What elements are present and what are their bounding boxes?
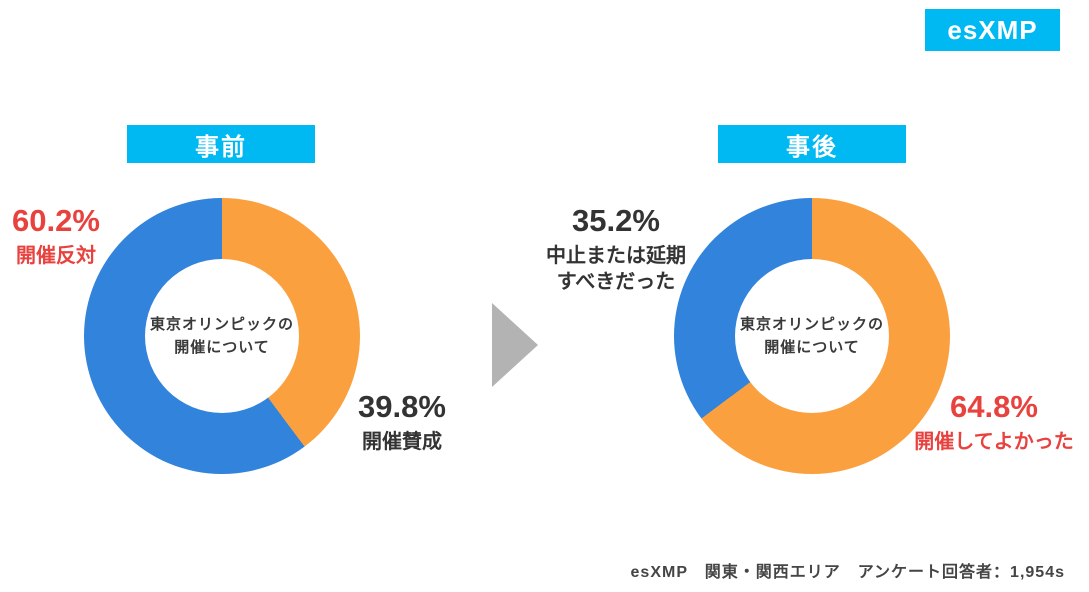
before-support-category: 開催賛成 [362, 431, 442, 454]
donut-before-hole: 東京オリンピックの 開催について [145, 259, 299, 413]
brand-badge: esXMP [925, 9, 1060, 51]
transition-arrow-icon [492, 303, 538, 387]
after-oppose-percent: 35.2% [572, 203, 660, 238]
after-glad-category: 開催してよかった [914, 431, 1074, 454]
after-glad-percent: 64.8% [950, 389, 1038, 424]
after-oppose-label: 35.2% 中止または延期 すべきだった [540, 202, 692, 295]
before-oppose-label: 60.2% 開催反対 [0, 202, 112, 269]
before-support-percent: 39.8% [358, 389, 446, 424]
donut-before-center-label: 東京オリンピックの 開催について [149, 315, 294, 356]
before-support-label: 39.8% 開催賛成 [348, 388, 456, 455]
chart-before-title-banner: 事前 [127, 125, 315, 163]
before-oppose-percent: 60.2% [12, 203, 100, 238]
donut-chart-after: 東京オリンピックの 開催について [674, 198, 950, 474]
after-oppose-category: 中止または延期 すべきだった [546, 245, 686, 294]
donut-after-center-label: 東京オリンピックの 開催について [739, 315, 884, 356]
chart-after-title-banner: 事後 [718, 125, 906, 163]
after-glad-label: 64.8% 開催してよかった [906, 388, 1082, 455]
donut-chart-before: 東京オリンピックの 開催について [84, 198, 360, 474]
before-oppose-category: 開催反対 [16, 245, 96, 268]
source-footnote: esXMP 関東・関西エリア アンケート回答者：1,954s [630, 564, 1065, 581]
donut-after-hole: 東京オリンピックの 開催について [735, 259, 889, 413]
